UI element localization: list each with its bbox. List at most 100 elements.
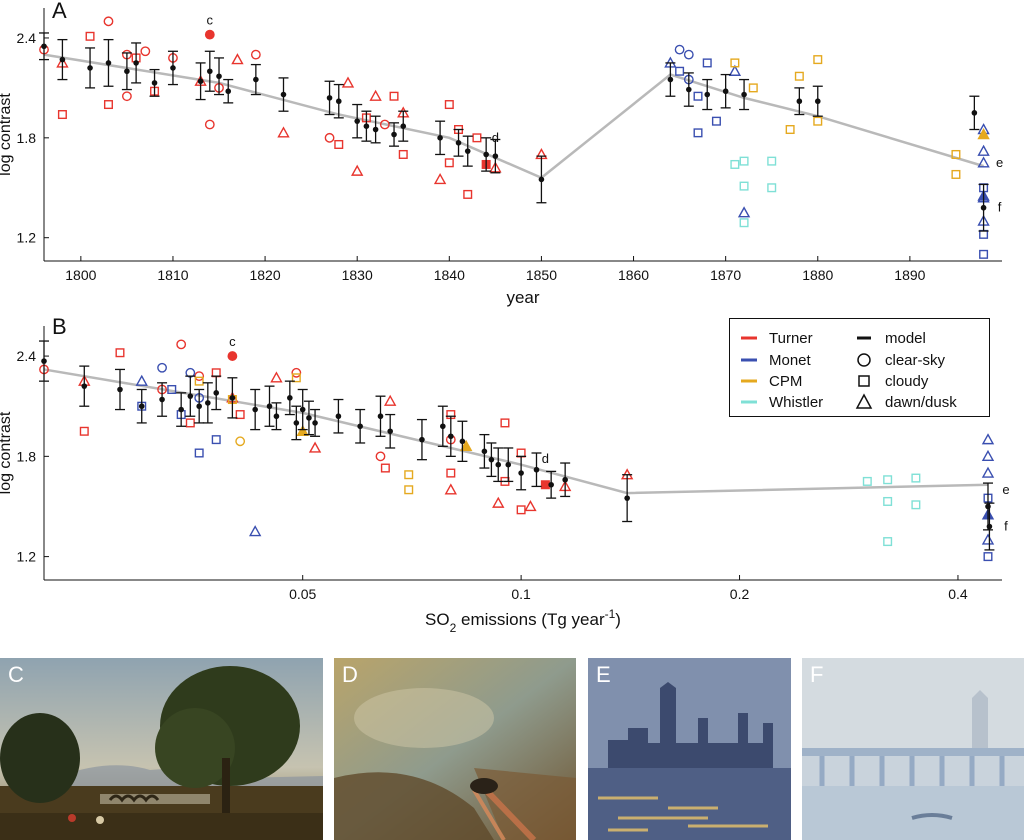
marker-cpm — [785, 125, 795, 135]
model-point — [741, 91, 747, 98]
marker-monet — [981, 533, 995, 545]
marker-turner — [308, 441, 322, 453]
marker-monet — [977, 144, 990, 156]
model-point — [492, 153, 499, 159]
x-tick-label: 0.4 — [948, 586, 968, 602]
model-point — [481, 448, 488, 455]
model-point — [448, 433, 454, 440]
marker-monet — [737, 206, 751, 218]
marker-turner — [351, 164, 364, 176]
marker-turner — [115, 348, 125, 358]
marker-whistler — [767, 156, 777, 166]
marker-turner — [524, 500, 537, 512]
x-tick-label: 1820 — [249, 267, 280, 283]
marker-monet — [981, 449, 995, 462]
marker-monet — [674, 44, 685, 55]
panel-label-f: F — [810, 662, 824, 687]
marker-turner — [235, 410, 245, 420]
model-point — [124, 68, 130, 75]
marker-monet — [167, 384, 177, 394]
model-point — [538, 176, 545, 183]
annotation-e: e — [1002, 482, 1009, 497]
marker-monet — [693, 91, 703, 101]
y-tick-label: 1.8 — [17, 130, 37, 146]
marker-turner — [375, 451, 386, 462]
marker-turner — [176, 339, 187, 350]
marker-monet — [248, 525, 262, 537]
model-point — [105, 60, 112, 66]
marker-turner — [379, 119, 390, 130]
marker-turner — [291, 367, 302, 378]
model-point — [287, 395, 293, 401]
model-point — [686, 86, 692, 93]
model-point — [253, 76, 259, 83]
marker-monet — [135, 374, 148, 386]
marker-cpm — [730, 58, 740, 68]
annotation-d: d — [542, 451, 549, 466]
model-point — [207, 68, 213, 75]
marker-monet — [211, 435, 221, 445]
x-tick-label: 1810 — [157, 267, 188, 283]
y-axis-label-A: log contrast — [0, 93, 14, 176]
model-point — [667, 76, 674, 83]
model-point — [459, 438, 466, 445]
marker-turner — [103, 100, 113, 110]
model-point — [814, 98, 821, 105]
painting-c — [0, 658, 323, 840]
marker-turner — [380, 463, 390, 473]
marker-whistler — [911, 500, 921, 510]
model-point — [400, 123, 407, 129]
legend-cpm: CPM — [769, 373, 802, 390]
marker-turner — [398, 149, 408, 159]
model-point — [41, 358, 47, 364]
model-point — [205, 400, 211, 406]
panel-label-e: E — [596, 662, 611, 687]
x-tick-label: 0.1 — [511, 586, 531, 602]
marker-turner — [270, 371, 283, 383]
model-point — [299, 406, 306, 413]
model-point — [335, 413, 342, 420]
plot-area-a: 1800 1810 1820 1830 1840 1850 1860 1870 1880 1890… — [0, 8, 1003, 307]
model-point — [518, 470, 524, 476]
model-point — [495, 461, 502, 468]
model-point — [354, 118, 360, 124]
marker-cpm — [194, 376, 204, 386]
marker-monet — [675, 66, 685, 76]
marker-turner — [57, 110, 67, 120]
model-point — [213, 390, 220, 396]
marker-whistler — [739, 181, 749, 191]
marker-monet — [157, 362, 167, 373]
model-point — [266, 403, 273, 410]
model-point — [306, 415, 312, 421]
model-point — [41, 43, 47, 50]
marker-turner — [185, 418, 195, 428]
legend-turner: Turner — [769, 330, 813, 347]
model-point — [419, 436, 425, 443]
legend-cloudy-marker — [858, 375, 870, 387]
marker-turner — [140, 46, 151, 57]
x-tick-label: 1870 — [710, 267, 741, 283]
model-point — [252, 406, 258, 413]
model-point — [335, 98, 342, 105]
x-tick-label: 1850 — [526, 267, 557, 283]
marker-turner — [277, 126, 290, 138]
model-point — [326, 95, 333, 101]
chart-a: 1800 1810 1820 1830 1840 1850 1860 1870 1880 1890… — [0, 8, 1003, 307]
model-point — [437, 135, 443, 141]
marker-turner — [231, 53, 244, 65]
marker-turner — [122, 91, 132, 102]
marker-turner — [444, 158, 454, 168]
marker-monet — [683, 49, 694, 60]
x-tick-label: 1800 — [65, 267, 96, 283]
x-tick-label: 1860 — [618, 267, 649, 283]
marker-whistler — [883, 537, 893, 547]
model-point — [170, 65, 176, 71]
model-point — [624, 495, 630, 501]
model-point — [357, 423, 363, 430]
model-point — [178, 406, 184, 413]
marker-turner — [516, 448, 526, 458]
marker-turner — [250, 49, 261, 60]
marker-turner — [446, 468, 456, 478]
marker-turner — [472, 133, 482, 143]
marker-cpm — [404, 485, 414, 495]
